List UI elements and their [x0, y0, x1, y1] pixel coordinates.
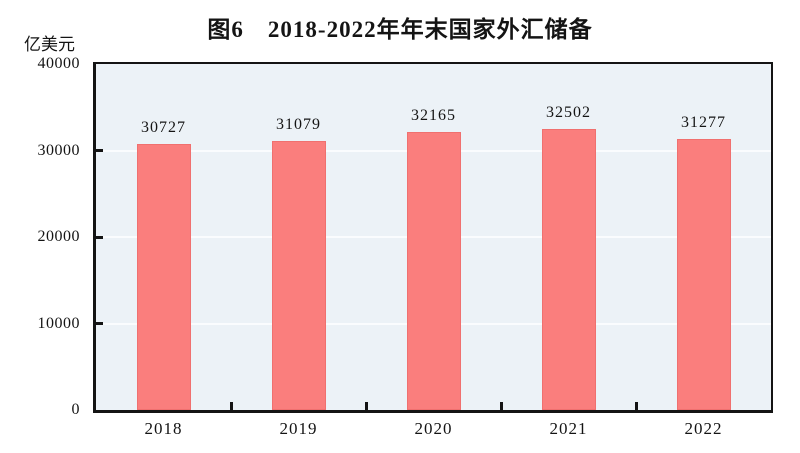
bar-2022: [676, 139, 731, 410]
x-tick-mark-1: [229, 402, 233, 410]
x-tick-mark-4: [634, 402, 638, 410]
bar-value-label-2020: 32165: [411, 106, 456, 124]
bar-2019: [271, 141, 326, 410]
y-tick-mark-30000: [96, 149, 103, 152]
bar-value-label-2022: 31277: [681, 114, 726, 132]
y-tick-label-40000: 40000: [37, 55, 80, 72]
y-tick-label-30000: 30000: [37, 141, 80, 159]
y-tick-mark-20000: [96, 235, 103, 239]
y-tick-label-0: 0: [71, 401, 80, 418]
x-tick-label-2022: 2022: [684, 419, 723, 438]
bar-value-label-2021: 32502: [546, 103, 591, 121]
y-axis-unit-label: 亿美元: [24, 35, 75, 54]
x-tick-mark-2: [364, 402, 368, 410]
y-tick-label-20000: 20000: [37, 228, 80, 245]
chart-title: 图6 2018-2022年年末国家外汇储备: [207, 17, 593, 42]
bar-2021: [541, 128, 596, 410]
y-tick-mark-10000: [96, 322, 103, 325]
bar-value-label-2018: 30727: [141, 119, 186, 137]
bar-2020: [406, 131, 461, 410]
x-tick-label-2018: 2018: [144, 419, 183, 438]
bar-value-label-2019: 31079: [276, 116, 321, 134]
bar-2018: [136, 144, 191, 410]
plot-area: 30727 31079 32165 32502 31277: [93, 62, 773, 413]
x-tick-label-2019: 2019: [279, 419, 318, 438]
x-tick-label-2020: 2020: [414, 419, 453, 438]
x-tick-mark-3: [499, 402, 503, 410]
y-tick-label-10000: 10000: [37, 314, 80, 332]
x-tick-label-2021: 2021: [549, 419, 588, 438]
